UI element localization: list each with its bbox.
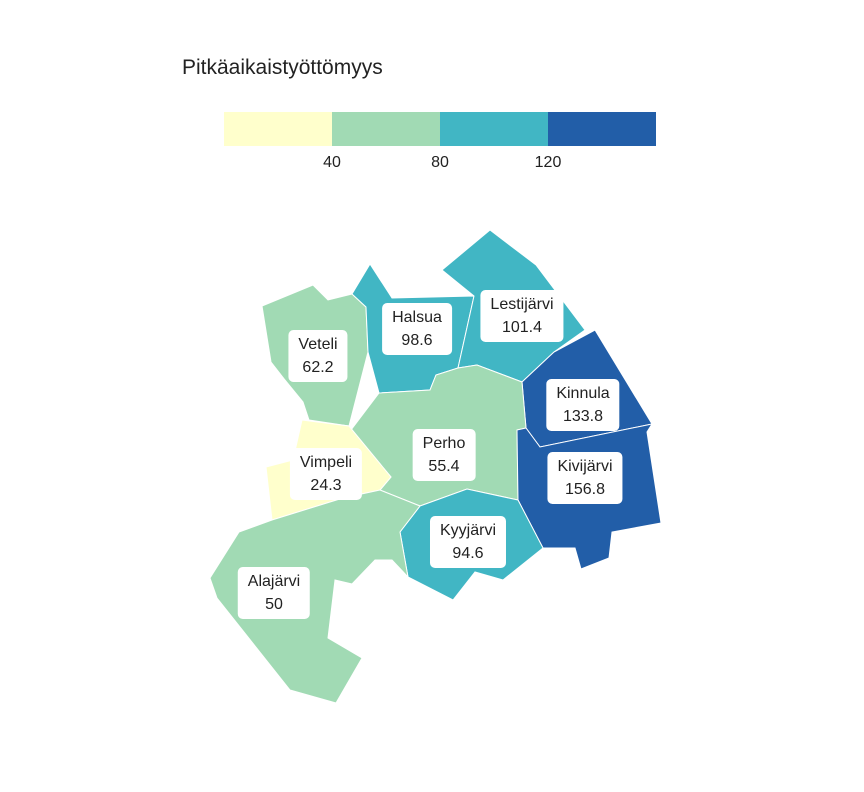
region-value: 98.6 [401, 332, 433, 349]
legend-swatch-120-plus [548, 112, 656, 146]
label-kinnula: Kinnula 133.8 [546, 379, 620, 431]
region-alajarvi[interactable] [209, 489, 421, 704]
region-value: 156.8 [564, 481, 606, 498]
label-vimpeli: Vimpeli 24.3 [289, 448, 363, 500]
region-name: Vimpeli [299, 454, 353, 471]
legend-tick-120: 120 [534, 154, 562, 171]
region-name: Lestijärvi [490, 296, 554, 313]
region-value: 133.8 [562, 408, 604, 425]
region-value: 55.4 [428, 458, 460, 475]
region-value: 101.4 [501, 319, 543, 336]
region-value: 50 [265, 596, 283, 613]
region-name: Kinnula [556, 385, 610, 402]
legend-color-bar [224, 112, 656, 146]
label-alajarvi: Alajärvi 50 [237, 567, 311, 619]
label-kyyjarvi: Kyyjärvi 94.6 [429, 516, 507, 568]
label-kivijarvi: Kivijärvi 156.8 [547, 452, 623, 504]
region-name: Alajärvi [247, 573, 301, 590]
label-lestijarvi: Lestijärvi 101.4 [480, 290, 564, 342]
label-perho: Perho 55.4 [412, 429, 476, 481]
legend-swatch-80-120 [440, 112, 548, 146]
label-halsua: Halsua 98.6 [382, 303, 452, 355]
region-value: 94.6 [452, 545, 484, 562]
region-value: 24.3 [310, 477, 342, 494]
region-name: Veteli [298, 336, 338, 353]
region-name: Kivijärvi [557, 458, 613, 475]
label-veteli: Veteli 62.2 [288, 330, 348, 382]
legend-tick-80: 80 [431, 154, 449, 171]
legend-tick-40: 40 [323, 154, 341, 171]
legend-title: Pitkäaikaistyöttömyys [182, 56, 383, 79]
region-value: 62.2 [302, 359, 334, 376]
region-name: Perho [422, 435, 466, 452]
legend-swatch-0-40 [224, 112, 332, 146]
region-name: Kyyjärvi [439, 522, 497, 539]
region-name: Halsua [392, 309, 442, 326]
legend-swatch-40-80 [332, 112, 440, 146]
